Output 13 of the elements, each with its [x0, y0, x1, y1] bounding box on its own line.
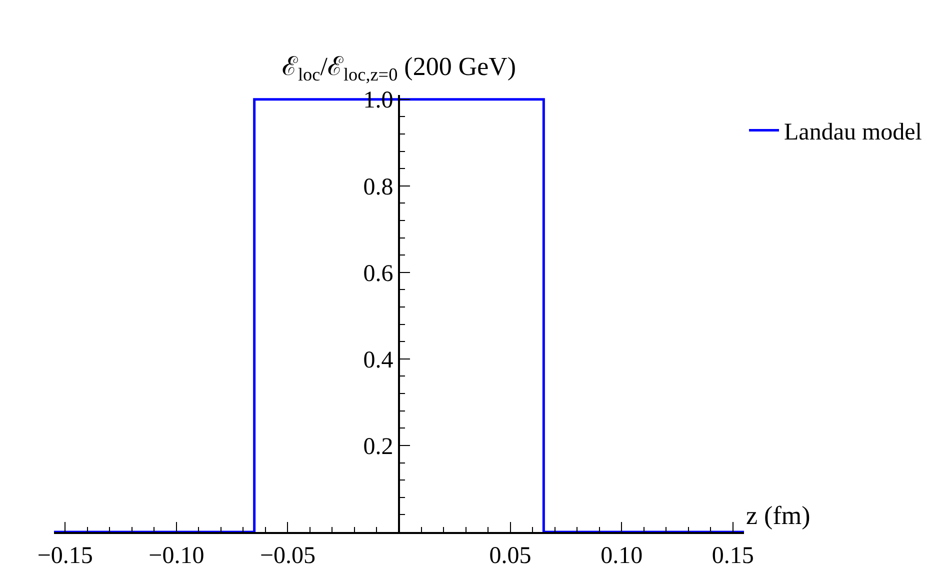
x-tick-label: 0.15 [712, 542, 754, 569]
x-tick-label: 0.10 [600, 542, 643, 569]
y-tick-label: 0.6 [363, 260, 394, 287]
y-tick-label: 0.8 [363, 174, 394, 200]
legend-label: Landau model [784, 120, 922, 146]
x-tick-label: −0.15 [37, 542, 93, 569]
x-tick-label: −0.05 [260, 542, 316, 569]
x-axis-title: z (fm) [746, 501, 810, 530]
y-axis-title: ℰ$_{loc}$/ℰ$_{loc,z=0}$ (200 GeV) [282, 52, 516, 84]
x-tick-label: −0.10 [148, 542, 204, 569]
y-tick-label: 0.2 [363, 434, 394, 460]
x-tick-label: 0.05 [489, 542, 532, 569]
y-tick-label: 0.4 [363, 347, 394, 374]
